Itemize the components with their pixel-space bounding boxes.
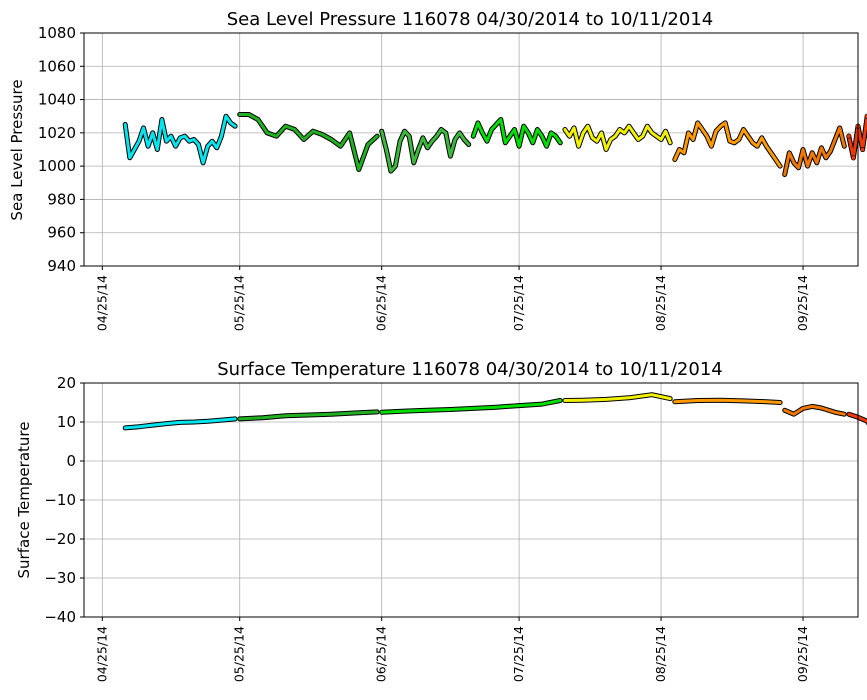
y-tick-label: 980 [47,190,76,208]
x-tick-label: 04/25/14 [94,626,109,682]
data-point [864,113,867,119]
grid [84,382,858,618]
series-line-cyan [123,417,237,430]
x-tick-label: 08/25/14 [653,275,668,331]
series-line-red-orange [847,114,867,160]
y-tick-label: 1080 [38,24,76,42]
x-tick-label: 09/25/14 [795,275,810,331]
y-tick-label: 1020 [38,124,76,142]
series-line-green2 [380,128,471,173]
x-tick-label: 06/25/14 [374,626,389,682]
y-tick-label: 1000 [38,157,76,175]
data-point [860,147,866,153]
y-tick-label: 960 [47,224,76,242]
y-tick-label: 20 [57,374,76,392]
series-line-orange [673,398,782,404]
series-line-dark-orange [783,404,846,416]
series-line-orange [673,121,782,168]
y-tick-label: −40 [44,608,76,626]
series-line-green [238,113,379,171]
series-line-dark-orange [783,126,846,176]
x-tick-label: 05/25/14 [232,626,247,682]
x-tick-label: 05/25/14 [232,275,247,331]
plot-frame [83,32,859,267]
y-tick-label: 940 [47,257,76,275]
chart-title: Sea Level Pressure 116078 04/30/2014 to … [227,9,714,30]
y-tick-label: 1040 [38,91,76,109]
x-tick-label: 09/25/14 [795,626,810,682]
x-tick-label: 04/25/14 [94,275,109,331]
y-tick-label: 1060 [38,57,76,75]
data-point [850,155,856,161]
y-axis-label: Sea Level Pressure [8,79,26,220]
y-tick-label: 10 [57,413,76,431]
chart-title: Surface Temperature 116078 04/30/2014 to… [217,359,722,380]
y-tick-label: 0 [66,452,76,470]
x-tick-label: 06/25/14 [374,275,389,331]
series-line-yellow [563,393,672,402]
y-tick-label: −10 [44,491,76,509]
x-tick-label: 07/25/14 [511,626,526,682]
y-tick-label: −20 [44,530,76,548]
series-line-lime [471,118,562,148]
x-tick-label: 07/25/14 [511,275,526,331]
y-axis-label: Surface Temperature [15,422,33,579]
series-line-lime [380,399,562,414]
series-line-cyan [123,114,237,165]
surface-temperature-chart: Surface Temperature 116078 04/30/2014 to… [15,359,867,682]
y-tick-label: −30 [44,569,76,587]
series-line-green [238,410,379,421]
series-line-yellow [563,124,672,151]
x-tick-label: 08/25/14 [653,626,668,682]
sea-level-pressure-chart: Sea Level Pressure 116078 04/30/2014 to … [8,9,867,331]
data-point [846,133,852,139]
